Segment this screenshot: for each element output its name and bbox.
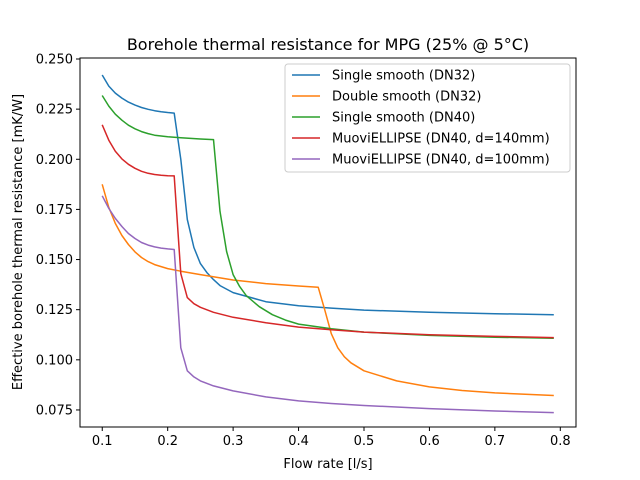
y-axis: 0.075 0.100 0.125 0.150 0.175 0.200 0.225 0.250	[36, 53, 80, 418]
y-axis-label: Effective borehole thermal resistance [m…	[11, 94, 26, 390]
legend-label-3: Single smooth (DN40)	[332, 111, 475, 126]
y-tick-label: 0.250	[36, 53, 73, 68]
y-tick-label: 0.150	[36, 253, 73, 268]
x-tick-label: 0.4	[288, 434, 309, 449]
x-tick-label: 0.8	[550, 434, 571, 449]
y-tick-label: 0.100	[36, 353, 73, 368]
x-tick-label: 0.6	[419, 434, 440, 449]
series-line-4	[101, 124, 554, 339]
x-axis-label: Flow rate [l/s]	[283, 457, 372, 472]
legend-label-5: MuoviELLIPSE (DN40, d=100mm)	[332, 153, 550, 168]
x-tick-label: 0.7	[485, 434, 506, 449]
x-tick-label: 0.3	[223, 434, 244, 449]
y-tick-label: 0.200	[36, 153, 73, 168]
series-line-2	[101, 184, 554, 397]
series-lines	[101, 74, 554, 414]
series-line-3	[101, 95, 554, 339]
legend-box	[284, 63, 571, 173]
x-tick-label: 0.2	[157, 434, 178, 449]
legend-label-2: Double smooth (DN32)	[332, 90, 481, 105]
y-tick-label: 0.175	[36, 203, 73, 218]
x-tick-label: 0.5	[354, 434, 375, 449]
series-line-5	[101, 195, 554, 414]
y-tick-label: 0.125	[36, 303, 73, 318]
chart-title: Borehole thermal resistance for MPG (25%…	[127, 35, 529, 54]
legend: Single smooth (DN32) Double smooth (DN32)…	[284, 63, 571, 173]
y-tick-label: 0.075	[36, 403, 73, 418]
axes-frame	[79, 57, 577, 428]
x-axis: 0.1 0.2 0.3 0.4 0.5 0.6 0.7 0.8	[92, 427, 571, 449]
x-tick-label: 0.1	[92, 434, 113, 449]
series-line-1	[101, 74, 554, 316]
y-tick-label: 0.225	[36, 103, 73, 118]
legend-label-4: MuoviELLIPSE (DN40, d=140mm)	[332, 132, 550, 147]
legend-label-1: Single smooth (DN32)	[332, 69, 475, 84]
